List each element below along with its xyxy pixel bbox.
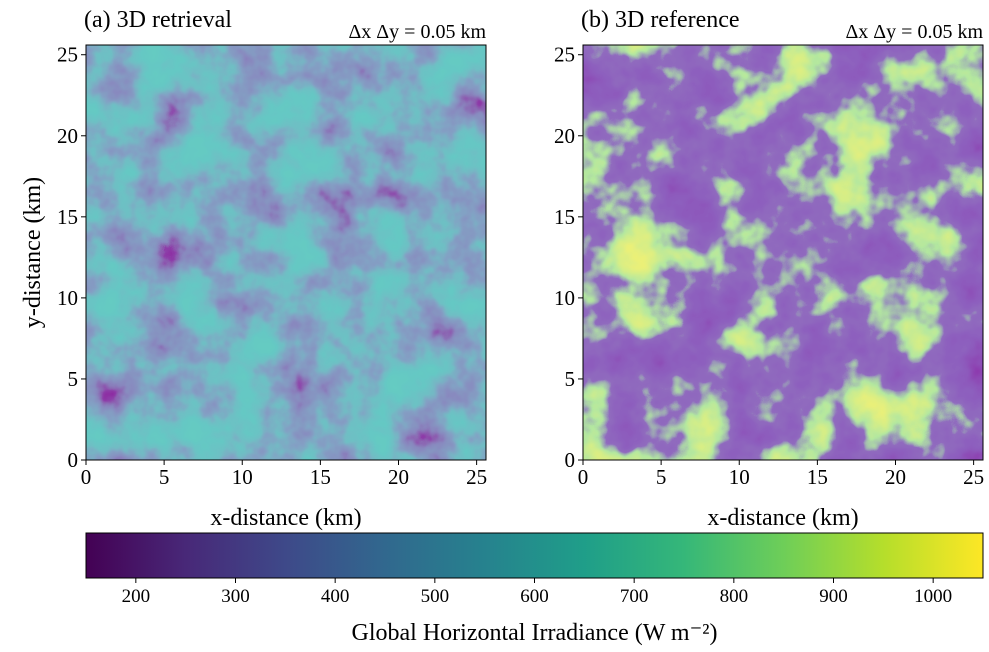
x-tick-label: 15 <box>310 465 331 489</box>
y-tick-label: 25 <box>57 43 78 67</box>
colorbar-label: Global Horizontal Irradiance (W m⁻²) <box>352 620 718 646</box>
colorbar-tick-label: 200 <box>122 586 151 607</box>
colorbar-tick-label: 900 <box>819 586 848 607</box>
y-tick-label: 25 <box>554 43 575 67</box>
colorbar-tick-label: 1000 <box>914 586 952 607</box>
axes-frame <box>582 44 984 461</box>
panel-title: (b) 3D reference <box>581 7 740 33</box>
x-tick-label: 15 <box>807 465 828 489</box>
x-tick-label: 5 <box>656 465 667 489</box>
y-tick-label: 0 <box>68 448 79 472</box>
x-tick-label: 25 <box>466 465 487 489</box>
x-tick-label: 5 <box>159 465 170 489</box>
y-tick-label: 5 <box>68 367 79 391</box>
x-tick-label: 20 <box>388 465 409 489</box>
heatmap-image <box>583 45 983 460</box>
y-axis-label: y-distance (km) <box>20 177 46 328</box>
colorbar-tick-label: 500 <box>421 586 450 607</box>
y-tick-label: 5 <box>565 367 576 391</box>
colorbar-tick-label: 300 <box>221 586 250 607</box>
annotation: Δx Δy = 0.05 km <box>845 21 983 43</box>
x-tick-label: 25 <box>963 465 984 489</box>
y-tick-label: 15 <box>57 205 78 229</box>
y-tick-label: 10 <box>554 286 575 310</box>
x-tick-label: 10 <box>729 465 750 489</box>
y-tick-label: 0 <box>565 448 576 472</box>
y-tick-label: 10 <box>57 286 78 310</box>
x-tick-label: 20 <box>885 465 906 489</box>
colorbar-tick-label: 400 <box>321 586 350 607</box>
colorbar-tick-label: 700 <box>620 586 649 607</box>
colorbar-tick-label: 800 <box>720 586 749 607</box>
annotation: Δx Δy = 0.05 km <box>348 21 486 43</box>
axes-frame <box>85 44 487 461</box>
y-tick-label: 20 <box>554 124 575 148</box>
colorbar <box>85 532 984 579</box>
x-axis-label: x-distance (km) <box>210 505 361 531</box>
panel-title: (a) 3D retrieval <box>84 7 232 33</box>
x-tick-label: 0 <box>578 465 589 489</box>
heatmap-image <box>86 45 486 460</box>
y-tick-label: 15 <box>554 205 575 229</box>
x-tick-label: 0 <box>81 465 92 489</box>
colorbar-tick-label: 600 <box>520 586 549 607</box>
x-tick-label: 10 <box>232 465 253 489</box>
y-tick-label: 20 <box>57 124 78 148</box>
x-axis-label: x-distance (km) <box>707 505 858 531</box>
